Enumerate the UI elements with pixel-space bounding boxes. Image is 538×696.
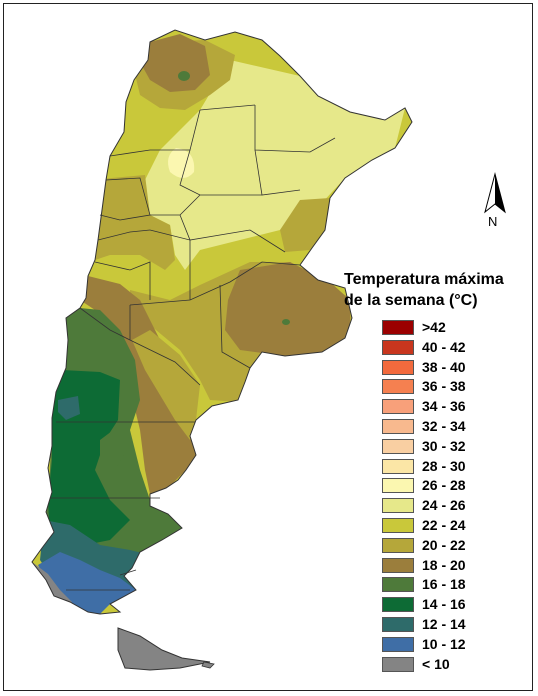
legend-swatch: [382, 557, 414, 573]
north-arrow-icon: [484, 172, 506, 214]
legend-swatch: [382, 597, 414, 613]
legend-label: 30 - 32: [422, 437, 466, 454]
isla-de-los-estados: [201, 661, 215, 669]
legend-swatch: [382, 359, 414, 375]
legend-swatch: [382, 438, 414, 454]
legend-item: 16 - 18: [382, 575, 532, 595]
legend-item: 20 - 22: [382, 536, 532, 556]
legend-label: 26 - 28: [422, 477, 466, 494]
legend-item: 32 - 34: [382, 417, 532, 437]
legend-item: 36 - 38: [382, 377, 532, 397]
legend-item: 26 - 28: [382, 476, 532, 496]
legend-swatch: [382, 399, 414, 415]
legend-label: 24 - 26: [422, 497, 466, 514]
legend-swatch: [382, 419, 414, 434]
legend-label: 10 - 12: [422, 635, 466, 652]
legend-label: 36 - 38: [422, 378, 466, 395]
legend-title-line2: de la semana (°C): [344, 292, 478, 309]
legend-label: < 10: [422, 655, 450, 672]
legend-item: 10 - 12: [382, 635, 532, 655]
legend-item: >42: [382, 318, 532, 338]
legend-label: 22 - 24: [422, 517, 466, 533]
tierra-del-fuego: [117, 627, 211, 671]
legend-label: 14 - 16: [422, 596, 466, 613]
legend-label: 18 - 20: [422, 556, 466, 573]
legend-item: 18 - 20: [382, 556, 532, 576]
legend-label: 38 - 40: [422, 358, 466, 375]
legend-item: 34 - 36: [382, 397, 532, 417]
legend-title: Temperatura máxima de la semana (°C): [344, 269, 534, 311]
legend-label: 12 - 14: [422, 616, 466, 632]
legend-label: 32 - 34: [422, 418, 466, 434]
legend-item: 40 - 42: [382, 338, 532, 358]
legend-item: 12 - 14: [382, 615, 532, 635]
legend-item: 14 - 16: [382, 595, 532, 615]
legend-label: >42: [422, 319, 446, 335]
legend-swatch: [382, 518, 414, 533]
legend-label: 34 - 36: [422, 398, 466, 415]
legend-swatch: [382, 339, 414, 355]
legend-item: 38 - 40: [382, 358, 532, 378]
legend-swatch: [382, 320, 414, 335]
legend-swatch: [382, 478, 414, 494]
legend-swatch: [382, 537, 414, 553]
legend-swatch: [382, 379, 414, 395]
country-outline: [31, 29, 413, 615]
north-label: N: [488, 214, 498, 229]
legend-item: < 10: [382, 655, 532, 675]
legend-label: 28 - 30: [422, 457, 466, 474]
legend-item: 24 - 26: [382, 496, 532, 516]
legend-swatch: [382, 636, 414, 652]
legend-swatch: [382, 617, 414, 632]
province-borders: [50, 104, 336, 591]
legend-item: 28 - 30: [382, 457, 532, 477]
legend-swatch: [382, 498, 414, 514]
legend-swatch: [382, 577, 414, 593]
legend-title-line1: Temperatura máxima: [344, 271, 504, 288]
legend-item: 30 - 32: [382, 437, 532, 457]
legend-label: 16 - 18: [422, 576, 466, 593]
legend-label: 40 - 42: [422, 338, 466, 355]
legend-swatch: [382, 656, 414, 672]
legend-label: 20 - 22: [422, 536, 466, 553]
legend-swatch: [382, 458, 414, 474]
legend-item: 22 - 24: [382, 516, 532, 536]
